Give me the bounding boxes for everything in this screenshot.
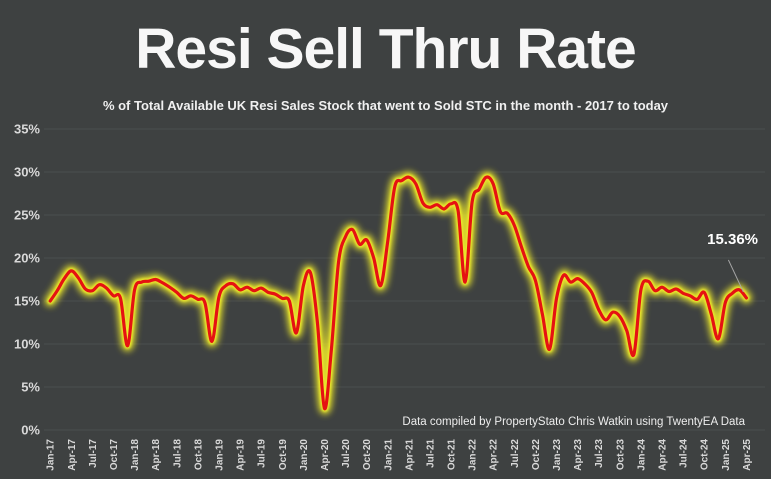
x-tick-label: Apr-17 [67,439,78,471]
x-tick-label: Jul-18 [172,439,183,468]
x-tick-label: Oct-19 [278,439,289,471]
x-tick-label: Oct-21 [447,439,458,471]
x-tick-label: Oct-22 [531,439,542,471]
x-tick-label: Jan-25 [721,439,732,471]
x-tick-label: Jan-22 [468,439,479,471]
x-tick-label: Jan-20 [299,439,310,471]
x-tick-label: Oct-18 [193,439,204,471]
y-tick-label: 10% [14,337,40,352]
x-tick-label: Jul-17 [88,439,99,468]
leader-line [727,259,744,293]
x-tick-label: Oct-23 [615,439,626,471]
y-tick-label: 25% [14,208,40,223]
x-tick-label: Jan-17 [46,439,57,471]
annotation-leader-line [727,259,744,293]
y-tick-label: 20% [14,251,40,266]
x-tick-label: Apr-20 [320,439,331,471]
annotation-label: 15.36% [707,231,758,248]
line-series [48,175,748,411]
x-tick-label: Jul-24 [679,439,690,468]
x-tick-label: Apr-21 [404,439,415,471]
x-tick-label: Jul-20 [341,439,352,468]
y-tick-label: 0% [21,423,40,438]
x-tick-label: Jan-23 [552,439,563,471]
x-tick-label: Jul-19 [257,439,268,468]
chart-title: Resi Sell Thru Rate [135,17,637,81]
x-tick-label: Jul-21 [425,439,436,468]
y-tick-label: 30% [14,165,40,180]
x-tick-label: Jan-19 [214,439,225,471]
x-tick-label: Jul-23 [594,439,605,468]
y-axis-labels: 0% 5% 10% 15% 20% 25% 30% 35% [14,122,40,438]
x-tick-label: Apr-18 [151,439,162,471]
data-credit: Data compiled by PropertyStato Chris Wat… [402,416,745,428]
x-tick-label: Apr-24 [658,439,669,471]
x-tick-label: Oct-17 [109,439,120,471]
x-tick-label: Jan-21 [383,439,394,471]
x-tick-label: Apr-25 [742,439,753,471]
sell-thru-rate-series [44,171,753,415]
x-axis-labels: Jan-17 Apr-17 Jul-17 Oct-17 Jan-18 Apr-18 Jul-… [46,439,753,471]
y-tick-label: 5% [21,380,40,395]
x-tick-label: Jan-24 [636,439,647,471]
x-tick-label: Oct-24 [700,439,711,471]
x-tick-label: Jan-18 [130,439,141,471]
chart-subtitle: % of Total Available UK Resi Sales Stock… [102,98,669,113]
x-tick-label: Apr-23 [573,439,584,471]
x-tick-label: Apr-19 [236,439,247,471]
y-tick-label: 35% [14,122,40,137]
x-tick-label: Jul-22 [510,439,521,468]
x-tick-label: Oct-20 [362,439,373,471]
y-tick-label: 15% [14,294,40,309]
x-tick-label: Apr-22 [489,439,500,471]
